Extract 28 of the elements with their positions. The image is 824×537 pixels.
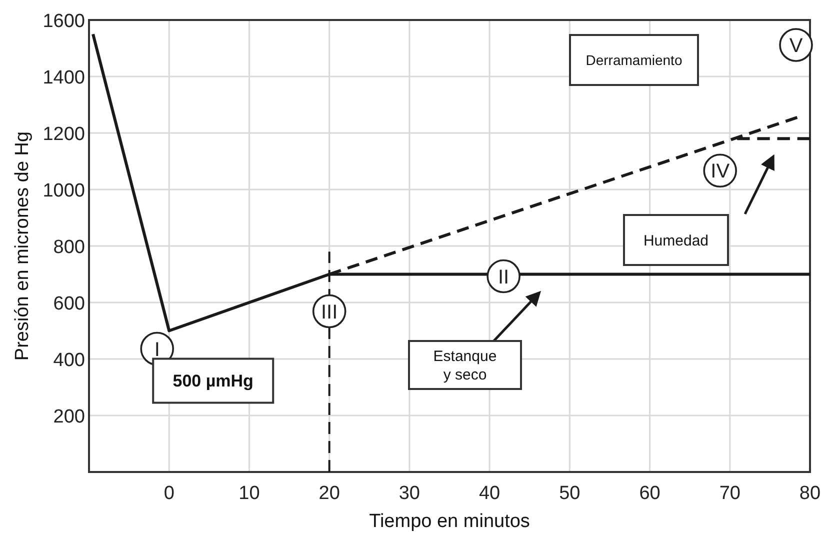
x-tick-label: 0	[164, 483, 174, 504]
annotation: Derramamiento	[586, 52, 682, 68]
annotation: Humedad	[643, 232, 709, 250]
x-tick-label: 70	[719, 483, 740, 504]
y-tick-label: 1600	[42, 11, 85, 32]
y-tick-label: 200	[53, 406, 85, 428]
x-tick-label: 30	[398, 483, 420, 504]
y-tick-label: 400	[53, 350, 85, 371]
annotation: II	[498, 266, 510, 288]
x-tick-label: 80	[799, 483, 821, 504]
annotation: V	[789, 35, 804, 57]
y-tick-label: 1200	[42, 124, 85, 145]
annotation: 500 µmHg	[172, 372, 254, 391]
annotation: I	[154, 338, 160, 361]
annotation: Estanque y seco	[433, 348, 497, 384]
x-tick-label: 40	[478, 483, 500, 504]
x-tick-label: 60	[639, 483, 660, 504]
annotation: IV	[710, 160, 730, 183]
x-axis-title: Tiempo en minutos	[369, 511, 530, 532]
y-axis-title: Presión en micrones de Hg	[12, 131, 33, 361]
y-tick-label: 800	[53, 237, 85, 258]
x-tick-label: 50	[559, 483, 580, 504]
x-tick-label: 10	[238, 483, 260, 504]
y-tick-label: 1400	[42, 68, 85, 88]
y-tick-label: 600	[53, 294, 85, 314]
y-tick-label: 1000	[42, 180, 85, 202]
x-tick-label: 20	[318, 483, 340, 504]
annotation: III	[320, 301, 338, 324]
